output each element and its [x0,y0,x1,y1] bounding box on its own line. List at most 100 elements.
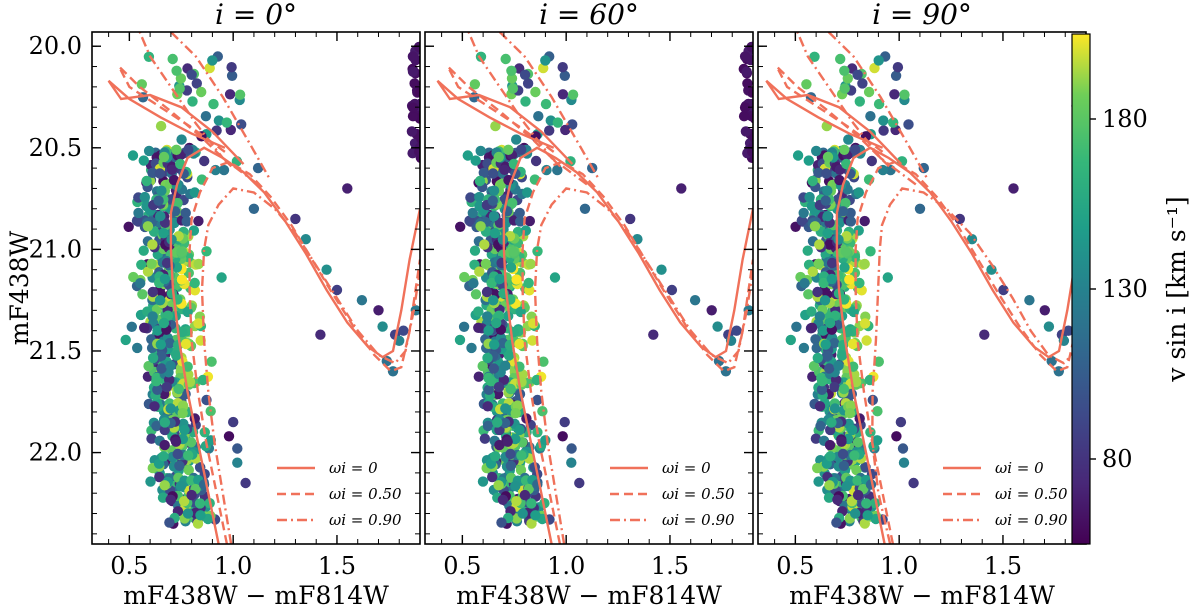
star-point [824,239,835,250]
star-point [807,266,818,277]
star-point [232,443,243,454]
star-point [196,86,207,98]
star-point [147,352,159,364]
star-point [839,144,850,155]
isochrone-line-upper_w090_b [827,32,930,181]
star-point [552,164,563,176]
axes-frame [91,31,421,545]
x-axis-label: mF438W − mF814W [456,581,722,610]
star-point [816,384,828,395]
scatter-points [120,41,420,529]
x-axis-label: mF438W − mF814W [123,581,389,610]
star-point [489,228,501,239]
star-point [356,295,368,306]
star-point [146,258,157,269]
star-point [503,144,514,155]
star-point [193,258,204,270]
axes-frame [424,31,754,545]
star-point [486,277,497,289]
star-point [802,245,813,256]
star-point [167,53,178,65]
star-point [519,489,531,501]
star-point [488,185,500,196]
y-tick-label: 21.5 [29,337,82,365]
isochrone-line-w050 [188,160,420,544]
star-point [153,195,164,206]
star-point [155,210,166,222]
star-point [895,416,907,428]
star-point [502,436,513,447]
star-point [487,168,499,179]
star-point [739,102,751,113]
star-point [966,234,978,245]
star-point [519,69,531,81]
isochrone-line-upper_w090_b [498,32,601,181]
star-point [226,61,237,73]
star-point [1024,295,1035,306]
star-point [479,433,491,444]
star-point [812,286,823,298]
star-point [796,215,807,226]
star-point [171,65,182,77]
star-point [785,334,796,346]
star-point [155,339,166,350]
star-point [474,191,485,203]
isochrone-line-w050 [854,160,1086,544]
star-point [823,492,835,503]
star-point [496,517,507,528]
star-point [189,187,200,198]
star-point [897,443,909,454]
star-point [821,168,832,179]
star-point [731,325,742,336]
star-point [648,329,659,340]
star-point [159,273,171,285]
panel-i90: i = 90° ωi = 0 ωi = 0.50 ωi = 0.90 0.5 1.0 1… [757,0,1087,610]
star-point [814,311,825,322]
star-point [156,363,167,374]
star-point [1063,325,1074,336]
star-point [500,403,511,414]
legend-label: ωi = 0.50 [995,485,1068,503]
star-point [479,239,490,250]
star-point [459,271,470,283]
star-point [482,311,493,322]
star-point [514,424,525,436]
star-point [826,257,838,269]
star-point [891,431,902,442]
star-point [181,216,192,227]
star-point [507,83,519,94]
star-point [854,277,865,289]
star-point [142,266,154,277]
star-point [166,164,178,175]
star-point [494,217,506,228]
star-point [174,460,185,471]
star-point [808,360,820,372]
star-point [493,381,505,393]
star-point [706,305,717,316]
star-point [194,498,206,509]
star-point [499,164,510,175]
star-point [176,274,188,285]
star-point [171,350,182,361]
star-point [833,360,844,371]
star-point [818,325,829,336]
star-point [838,383,850,395]
star-point [176,246,187,257]
isochrone-line-w050 [521,160,753,544]
star-point [199,155,210,167]
star-point [478,167,489,178]
star-point [159,439,170,451]
star-point [503,350,515,361]
star-point [520,96,531,107]
star-point [873,55,884,66]
star-point [132,342,143,354]
star-point [517,508,528,519]
star-point [809,221,821,232]
star-point [137,289,148,300]
legend-label: ωi = 0.90 [329,511,402,529]
star-point [898,457,910,468]
star-point [135,278,146,289]
star-point [499,417,511,429]
star-point [892,61,904,73]
star-point [218,164,230,176]
